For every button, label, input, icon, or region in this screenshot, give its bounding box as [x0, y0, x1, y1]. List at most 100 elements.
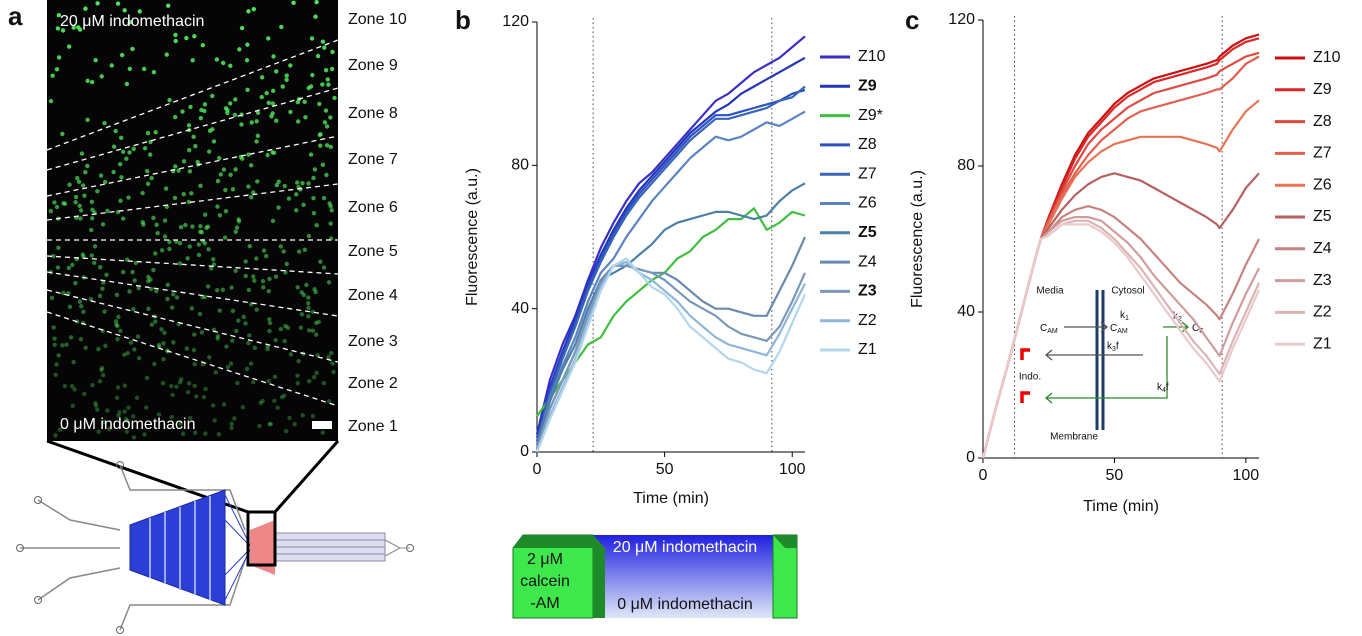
cell [311, 374, 317, 380]
cell [267, 317, 272, 322]
cell [278, 244, 283, 249]
cell [236, 219, 242, 224]
cell [116, 314, 121, 320]
cell [233, 167, 238, 172]
cell [178, 421, 183, 426]
cell [100, 286, 105, 291]
cell [82, 391, 87, 397]
cell [85, 78, 90, 84]
cell [222, 235, 228, 240]
cell [94, 407, 100, 412]
model-label: Cytosol [1111, 286, 1144, 297]
cell [294, 208, 299, 213]
cell [137, 9, 142, 14]
y-tick-label: 80 [957, 157, 975, 174]
cell [89, 79, 95, 85]
cell [259, 94, 264, 100]
cell [233, 97, 238, 102]
cell [229, 285, 234, 290]
cell [56, 353, 61, 358]
x-tick-label: 50 [1106, 467, 1124, 484]
cell [126, 405, 131, 410]
cell [198, 224, 203, 229]
cell [118, 328, 123, 334]
cell [326, 399, 332, 404]
cell [169, 414, 174, 420]
cell [311, 175, 316, 181]
cell [298, 325, 304, 330]
x-tick-label: 50 [656, 461, 674, 478]
cell [223, 187, 228, 193]
cell [148, 152, 153, 157]
cell [281, 249, 286, 254]
cell [78, 336, 84, 342]
cell [127, 289, 132, 294]
cell [51, 253, 56, 259]
cell [151, 70, 157, 75]
protocol-bottom: 0 μM indomethacin [617, 596, 753, 613]
cell [239, 25, 245, 31]
cell [115, 323, 120, 329]
cell [193, 143, 198, 149]
cell [54, 204, 60, 210]
cell [167, 239, 172, 245]
model-term: k1 [1120, 310, 1129, 323]
protocol-bar [512, 534, 798, 619]
cell [318, 143, 323, 148]
legend-label: Z1 [858, 341, 877, 358]
legend-label: Z10 [858, 48, 886, 65]
cell [53, 433, 58, 438]
cell [303, 115, 308, 120]
cell [130, 46, 135, 52]
cell [273, 274, 279, 279]
cell [50, 73, 55, 78]
cell [321, 265, 327, 270]
cell [311, 210, 317, 216]
term-base: k [1157, 382, 1163, 393]
cell [198, 183, 203, 188]
cell [258, 400, 263, 406]
cell [56, 245, 61, 250]
protocol-step: -AM [530, 595, 559, 612]
cell [251, 274, 256, 279]
legend-label: Z8 [858, 136, 877, 153]
cell [326, 280, 332, 285]
cell [306, 301, 311, 306]
cell [73, 194, 79, 200]
cell [186, 199, 192, 205]
cell [206, 149, 212, 154]
cell [312, 167, 318, 172]
cell [221, 402, 227, 407]
cell [189, 191, 194, 196]
cell [162, 218, 168, 223]
cell [261, 248, 267, 253]
cell [236, 318, 241, 323]
cell [310, 328, 316, 333]
series-line [535, 110, 806, 446]
model-label: Media [1036, 286, 1064, 297]
cell [81, 309, 86, 314]
term-sub: 1 [1125, 315, 1129, 322]
cell [324, 143, 330, 148]
cell [124, 156, 129, 161]
cell [164, 52, 169, 57]
cell [104, 272, 109, 278]
cell [122, 383, 128, 388]
cell [215, 336, 220, 341]
cell [285, 325, 291, 330]
cell [205, 284, 211, 289]
cell [255, 110, 261, 115]
cell [313, 289, 318, 295]
zone-label: Zone 5 [348, 243, 398, 260]
cell [234, 328, 239, 334]
series-line [535, 236, 807, 449]
cell [272, 398, 277, 404]
cell [82, 193, 87, 198]
cell [243, 259, 248, 264]
cell [266, 378, 271, 384]
top-concentration: 20 μM indomethacin [60, 13, 204, 30]
cell [100, 365, 105, 371]
series-line [535, 89, 806, 442]
legend-label: Z8 [1313, 113, 1332, 130]
cell [163, 186, 169, 191]
